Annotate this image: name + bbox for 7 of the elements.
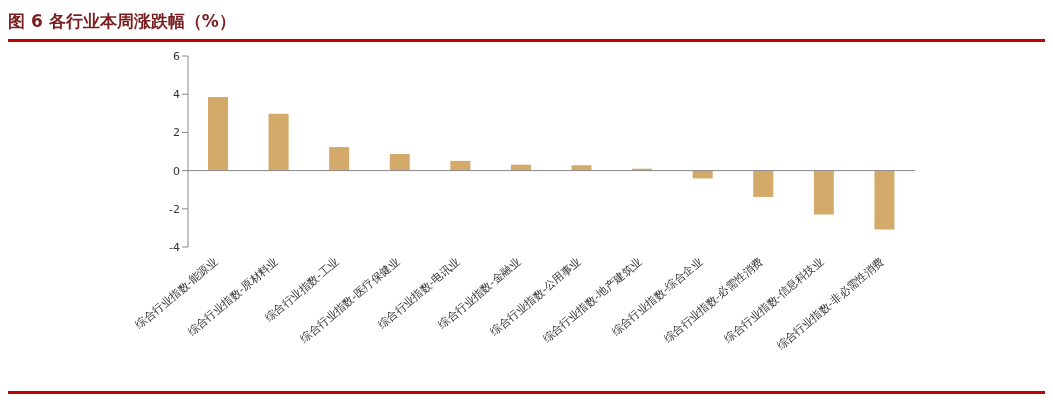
y-tick-label: -2 — [169, 202, 180, 216]
y-tick-label: -4 — [169, 240, 180, 254]
chart-title: 图 6 各行业本周涨跌幅（%） — [8, 8, 1045, 42]
y-tick-label: 2 — [173, 126, 180, 140]
y-tick-label: 6 — [173, 49, 180, 63]
y-tick-label: 4 — [173, 88, 180, 102]
y-tick-label: 0 — [173, 164, 180, 178]
